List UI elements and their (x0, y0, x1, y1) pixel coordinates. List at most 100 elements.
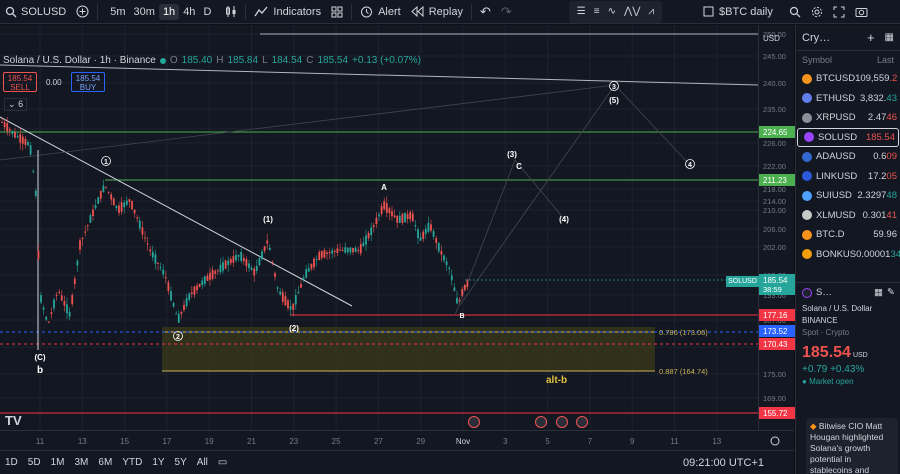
candle-body (388, 208, 391, 214)
watchlist-row-linkusd[interactable]: LINKUSD 17.205 (796, 167, 900, 187)
watchlist-row-xrpusd[interactable]: XRPUSD 2.4746 (796, 108, 900, 128)
buy-button[interactable]: 185.54 BUY (71, 72, 105, 92)
wave-b-label: b (37, 365, 43, 376)
calendar-icon[interactable]: ▭ (217, 457, 228, 468)
detail-layout-icon[interactable]: ▦ (874, 287, 884, 298)
wave-3-circle (609, 81, 619, 91)
divider (97, 3, 99, 20)
alarm-clock-icon (361, 6, 373, 18)
watchlist-row-xlmusd[interactable]: XLMUSD 0.30141 (796, 206, 900, 226)
watchlist-row-bonkus[interactable]: BONKUS 0.0000134 (796, 245, 900, 265)
chart-type-button[interactable] (220, 0, 242, 24)
layout-name-button[interactable]: $BTC daily (698, 0, 778, 24)
watchlist-row-btc.d[interactable]: BTC.D 59.96 (796, 225, 900, 245)
candle-body (60, 295, 63, 301)
candle-body (456, 297, 458, 304)
timeframe-D[interactable]: D (203, 5, 212, 18)
watchlist-row-suiusd[interactable]: SUIUSD 2.329748 (796, 186, 900, 206)
drawing-tool-lines-icon[interactable]: ☰ (576, 6, 586, 17)
range-all[interactable]: All (196, 457, 208, 468)
indicators-button[interactable]: Indicators (249, 0, 326, 24)
price-tick: 193.00 (763, 291, 786, 300)
quick-search-button[interactable] (784, 0, 806, 24)
undo-button[interactable]: ↶ (475, 0, 496, 24)
event-flag-icon[interactable] (535, 416, 547, 428)
candle-body (378, 214, 380, 217)
drawing-tool-curve-icon[interactable]: ∿ (607, 6, 616, 17)
candle-body (359, 244, 362, 254)
candle-body (450, 275, 453, 281)
detail-edit-icon[interactable]: ✎ (887, 287, 895, 298)
range-1y[interactable]: 1Y (152, 457, 165, 468)
clock[interactable]: 09:21:00 UTC+1 (682, 456, 764, 469)
alert-button[interactable]: Alert (355, 0, 406, 24)
price-tag-211-text: 211.23 (763, 176, 787, 185)
news-card[interactable]: ◆ Bitwise CIO Matt Hougan highlighted So… (806, 418, 898, 474)
price-tag-155 (759, 407, 795, 419)
watchlist-layout-icon[interactable]: ▦ (884, 32, 894, 43)
range-1d[interactable]: 1D (5, 457, 18, 468)
col-symbol[interactable]: Symbol (802, 55, 833, 65)
candle-body (315, 259, 318, 261)
drawing-tool-fib-icon[interactable]: ≡ (593, 6, 600, 17)
add-symbol-icon[interactable]: + (866, 30, 875, 45)
buy-price: 185.54 (75, 74, 101, 83)
legend-change: +0.13 (+0.07%) (352, 55, 421, 66)
range-6m[interactable]: 6M (98, 457, 113, 468)
date-axis[interactable]: 11 13 15 17 19 21 23 25 27 29 Nov 3 5 7 9 11 13 (0, 430, 794, 450)
candle-body (151, 251, 154, 258)
symbol-search[interactable]: SOLUSD (0, 0, 71, 24)
price-axis[interactable]: 250.00245.00240.00235.00230.00226.00222.… (758, 25, 795, 430)
candle-body (6, 123, 9, 132)
currency-label[interactable]: USD (763, 34, 780, 43)
price-tick: 235.00 (763, 105, 786, 114)
snapshot-button[interactable] (850, 0, 873, 24)
replay-button[interactable]: Replay (406, 0, 468, 24)
watchlist-row-adausd[interactable]: ADAUSD 0.609 (796, 147, 900, 167)
col-last[interactable]: Last (876, 55, 894, 65)
sell-button[interactable]: 185.54 SELL (3, 72, 37, 92)
candle-body (362, 242, 365, 247)
range-3m[interactable]: 3M (74, 457, 89, 468)
event-flag-icon[interactable] (576, 416, 588, 428)
wave-3-label: 3 (612, 84, 616, 91)
add-symbol-button[interactable] (71, 0, 94, 24)
watchlist-row-solusd[interactable]: SOLUSD 185.54 (797, 127, 899, 147)
wave-3-paren: (3) (507, 150, 517, 159)
drawing-tool-wave-icon[interactable]: ⋀⋁ (623, 6, 641, 17)
settings-button[interactable] (806, 0, 828, 24)
market-open-icon: ● (802, 377, 807, 386)
indicators-toggle[interactable]: ⌄ 6 (4, 98, 28, 111)
event-flags[interactable] (468, 416, 588, 428)
candle-body (224, 260, 227, 269)
candle-body (401, 213, 404, 224)
watchlist-row-btcusd[interactable]: BTCUSD 109,559.2 (796, 69, 900, 89)
candle-body (112, 198, 115, 206)
range-ytd[interactable]: YTD (122, 457, 143, 468)
price-chart[interactable]: 1 2 3 4 (1) (2) (3) (4) (5) A B C (C) b … (0, 25, 758, 430)
chart-pane[interactable]: 1 2 3 4 (1) (2) (3) (4) (5) A B C (C) b … (0, 25, 758, 430)
fullscreen-button[interactable] (828, 0, 850, 24)
timeframe-group: 5m 30m 1h 4h D (101, 0, 220, 24)
layouts-button[interactable] (326, 0, 348, 24)
redo-button[interactable]: ↷ (496, 0, 517, 24)
xrpusd-icon (802, 112, 812, 123)
chevron-down-icon: ⌄ (8, 99, 16, 109)
watchlist-row-ethusd[interactable]: ETHUSD 3,832.43 (796, 89, 900, 109)
timeframe-1h[interactable]: 1h (158, 3, 180, 20)
legend-low: 184.54 (271, 55, 303, 66)
axis-settings-icon[interactable] (770, 436, 780, 446)
range-1m[interactable]: 1M (50, 457, 65, 468)
range-5y[interactable]: 5Y (174, 457, 187, 468)
wave-4-label: 4 (688, 162, 692, 169)
drawing-tool-zigzag-icon[interactable]: ⩘ (648, 6, 655, 17)
timeframe-30m[interactable]: 30m (133, 5, 155, 18)
timeframe-5m[interactable]: 5m (110, 5, 126, 18)
watchlist-title[interactable]: Cry… (802, 31, 831, 44)
range-5d[interactable]: 5D (27, 457, 41, 468)
watchlist-symbol: SUIUSD (816, 190, 852, 202)
timeframe-4h[interactable]: 4h (183, 5, 196, 18)
event-flag-icon[interactable] (468, 416, 480, 428)
event-flag-icon[interactable] (556, 416, 568, 428)
redo-icon: ↷ (500, 3, 512, 19)
